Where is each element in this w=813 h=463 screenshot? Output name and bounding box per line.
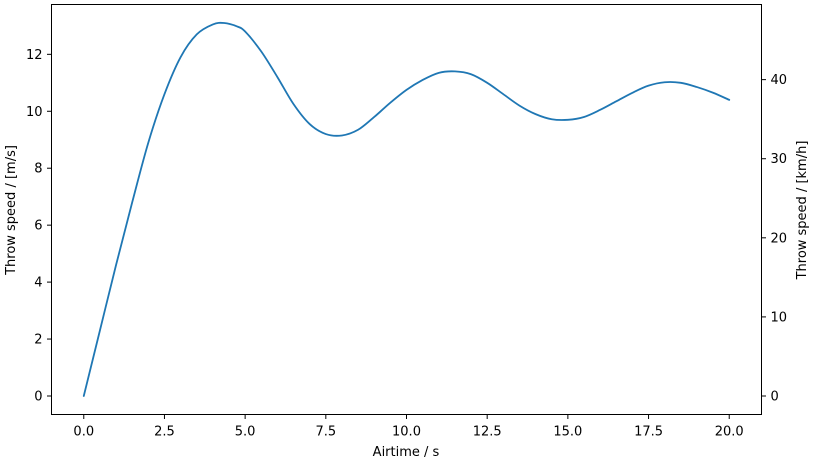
- x-tick-label: 2.5: [154, 425, 175, 440]
- x-tick-label: 7.5: [315, 425, 336, 440]
- ticks: 0.0 2.5 5.0 7.5 10.0 12.5 15.0 17.5 20.0 0 2 4 6 8 10 1…: [26, 48, 787, 440]
- x-tick-label: 10.0: [392, 425, 421, 440]
- y-tick-label-left: 0: [34, 389, 42, 404]
- x-tick-label: 5.0: [235, 425, 256, 440]
- y-tick-label-right: 40: [771, 73, 788, 88]
- y-tick-label-right: 10: [771, 310, 788, 325]
- axes-frame: [51, 4, 762, 415]
- x-tick-label: 17.5: [634, 425, 663, 440]
- y-tick-label-right: 0: [771, 389, 779, 404]
- x-axis-label: Airtime / s: [373, 445, 440, 460]
- x-tick-label: 15.0: [553, 425, 582, 440]
- plot-area: [82, 21, 731, 397]
- x-tick-label: 0.0: [73, 425, 94, 440]
- y-tick-label-left: 8: [34, 162, 42, 177]
- y-tick-label-left: 2: [34, 333, 42, 348]
- y-tick-label-left: 4: [34, 276, 42, 291]
- y-tick-label-left: 6: [34, 219, 42, 234]
- y-tick-label-right: 20: [771, 231, 788, 246]
- y-tick-label-left: 10: [26, 105, 43, 120]
- y-tick-label-right: 30: [771, 152, 788, 167]
- x-tick-label: 12.5: [473, 425, 502, 440]
- x-tick-label: 20.0: [715, 425, 744, 440]
- y-tick-label-left: 12: [26, 48, 43, 63]
- series-line-0: [82, 21, 731, 397]
- y-axis-label-left: Throw speed / [m/s]: [4, 145, 19, 276]
- y-axis-label-right: Throw speed / [km/h]: [795, 141, 810, 281]
